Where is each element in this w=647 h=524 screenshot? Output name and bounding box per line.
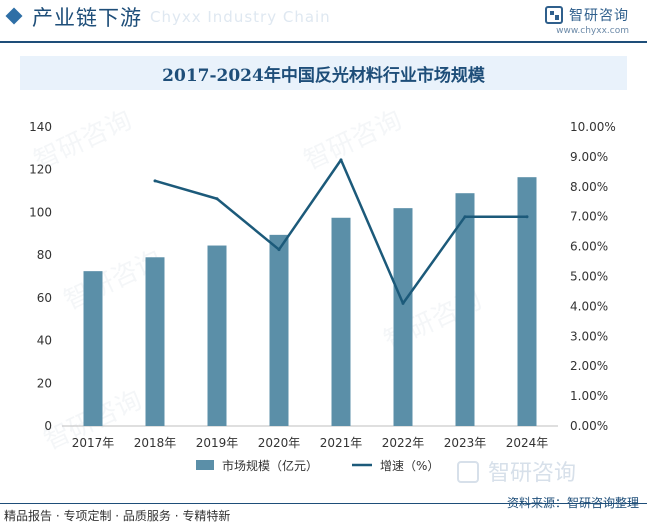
y-right-tick-label: 9.00% <box>570 150 608 164</box>
bar <box>207 245 227 426</box>
growth-point <box>525 215 529 219</box>
chart-title: 2017-2024年中国反光材料行业市场规模 <box>162 66 485 86</box>
y-left-tick-label: 0 <box>44 419 52 433</box>
bar <box>83 271 103 426</box>
x-tick-label: 2023年 <box>444 436 487 450</box>
y-left-tick-label: 100 <box>29 205 52 219</box>
bar <box>331 217 351 426</box>
growth-point <box>153 179 157 183</box>
footer-rule <box>0 503 647 504</box>
site-url[interactable]: www.chyxx.com <box>556 26 629 36</box>
growth-point <box>339 158 343 162</box>
footer-logo-mark-icon <box>457 461 479 483</box>
section-title: 产业链下游 <box>32 6 142 30</box>
y-left-tick-label: 140 <box>29 120 52 134</box>
page-header: 产业链下游 Chyxx Industry Chain 智研咨询 www.chyx… <box>0 0 647 44</box>
y-left-tick-label: 40 <box>37 334 52 348</box>
y-left-tick-label: 80 <box>37 248 52 262</box>
bar <box>455 193 475 426</box>
y-left-tick-label: 20 <box>37 376 52 390</box>
y-right-tick-label: 6.00% <box>570 240 608 254</box>
footer-logo-text: 智研咨询 <box>488 461 576 486</box>
y-left-tick-label: 60 <box>37 291 52 305</box>
bar <box>269 234 289 426</box>
growth-point <box>463 215 467 219</box>
y-right-tick-label: 1.00% <box>570 389 608 403</box>
x-tick-label: 2018年 <box>134 436 177 450</box>
x-tick-label: 2024年 <box>506 436 549 450</box>
y-right-tick-label: 3.00% <box>570 329 608 343</box>
bar <box>393 208 413 426</box>
x-tick-label: 2017年 <box>72 436 115 450</box>
legend-bar-swatch <box>196 460 214 470</box>
legend-line-label: 增速（%） <box>380 459 439 473</box>
source-note: 资料来源：智研咨询整理 <box>506 496 639 510</box>
x-tick-label: 2020年 <box>258 436 301 450</box>
logo-text: 智研咨询 <box>569 8 629 24</box>
x-tick-label: 2021年 <box>320 436 363 450</box>
y-right-tick-label: 8.00% <box>570 180 608 194</box>
legend-bar-label: 市场规模（亿元） <box>222 458 318 473</box>
bar <box>145 257 165 426</box>
y-right-tick-label: 2.00% <box>570 359 608 373</box>
y-right-tick-label: 4.00% <box>570 299 608 313</box>
footer-tagline: 精品报告 · 专项定制 · 品质服务 · 专精特新 <box>4 509 231 523</box>
growth-point <box>277 248 281 252</box>
chart-title-band: 2017-2024年中国反光材料行业市场规模 <box>20 56 627 90</box>
header-ghost-text: Chyxx Industry Chain <box>150 8 331 26</box>
brand-logo: 智研咨询 <box>545 4 629 26</box>
y-right-tick-label: 10.00% <box>570 120 616 134</box>
header-rule <box>0 41 647 43</box>
y-left-tick-label: 120 <box>29 163 52 177</box>
y-right-tick-label: 7.00% <box>570 210 608 224</box>
y-right-tick-label: 5.00% <box>570 270 608 284</box>
y-right-tick-label: 0.00% <box>570 419 608 433</box>
growth-point <box>215 197 219 201</box>
x-tick-label: 2019年 <box>196 436 239 450</box>
x-tick-label: 2022年 <box>382 436 425 450</box>
growth-point <box>401 301 405 305</box>
bar <box>517 177 537 426</box>
logo-mark-icon <box>545 6 563 24</box>
